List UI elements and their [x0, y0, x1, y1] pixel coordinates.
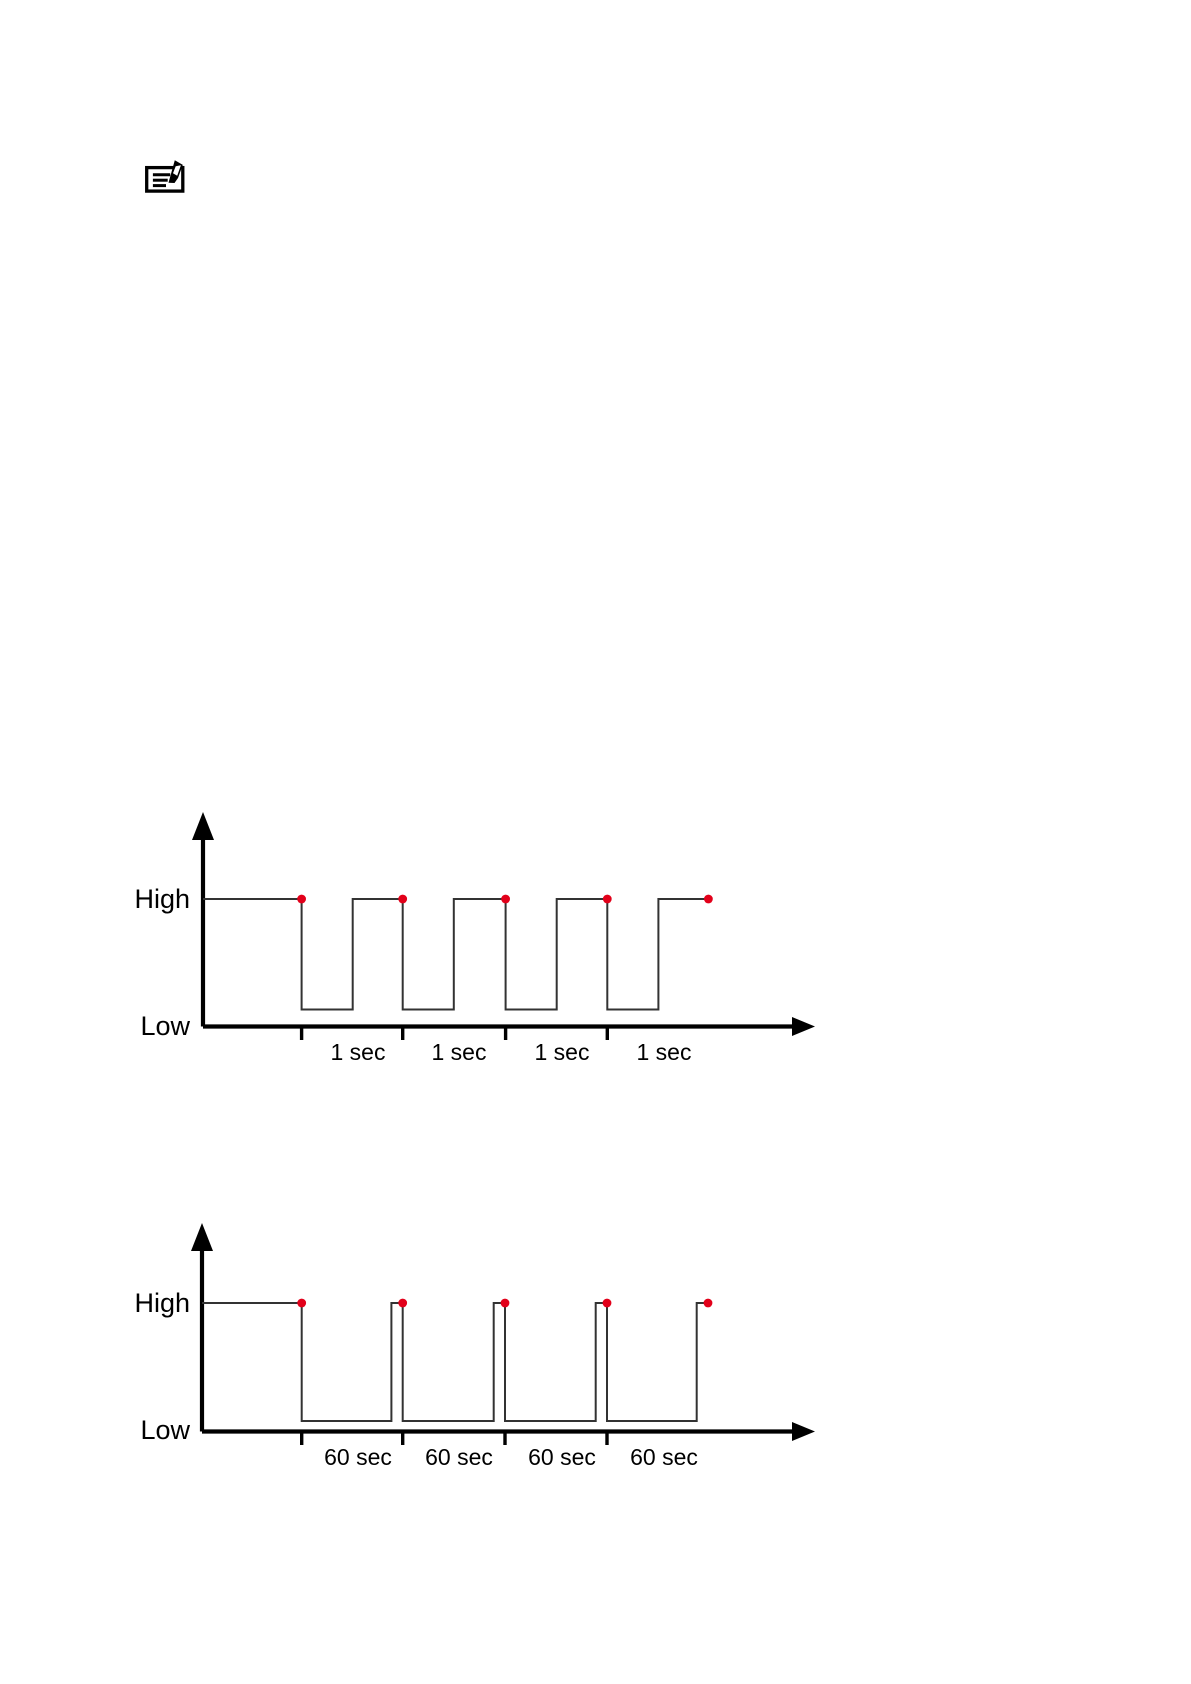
- svg-text:Low: Low: [140, 1415, 190, 1445]
- svg-text:60 sec: 60 sec: [528, 1444, 596, 1470]
- svg-text:60 sec: 60 sec: [324, 1444, 392, 1470]
- svg-text:60 sec: 60 sec: [425, 1444, 493, 1470]
- svg-text:High: High: [134, 1288, 190, 1318]
- svg-text:60 sec: 60 sec: [630, 1444, 698, 1470]
